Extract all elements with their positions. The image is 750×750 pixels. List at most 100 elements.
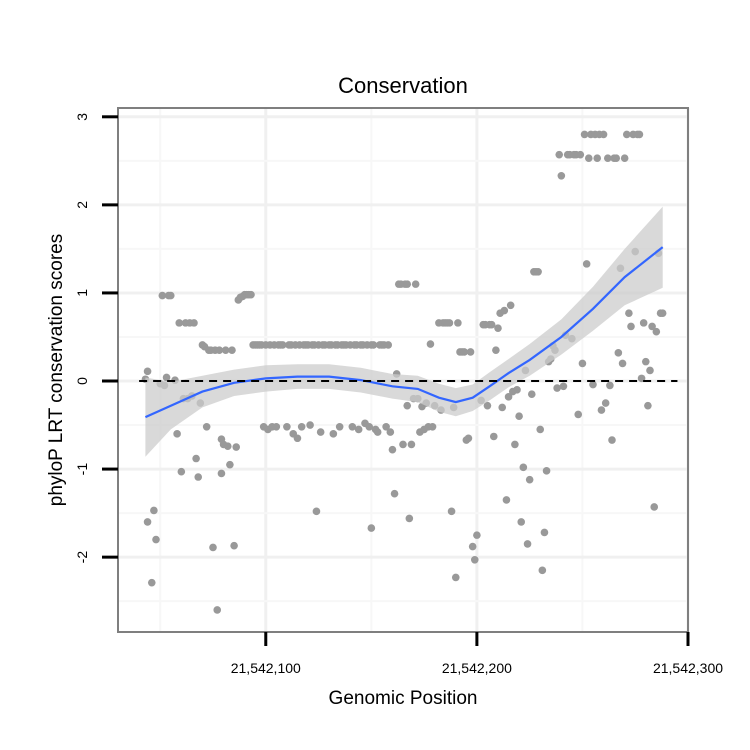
y-tick-label: -2 [74,551,90,564]
confidence-band [145,206,663,457]
data-point [555,150,564,159]
data-point [147,578,156,587]
data-point [150,506,158,515]
data-point [232,443,241,451]
y-tick-label: 2 [74,201,90,209]
data-point [618,359,627,368]
data-point [382,423,390,431]
data-point [489,432,498,441]
data-point [162,373,171,382]
data-point [223,442,232,450]
data-point [487,320,496,329]
data-point [272,423,281,431]
data-point [297,423,306,431]
data-point [247,290,255,299]
data-point [608,436,616,444]
data-point [515,412,523,421]
data-point [625,309,633,317]
panel-border [117,107,689,633]
data-point [635,130,644,139]
data-point [612,154,621,162]
data-point [492,346,500,354]
data-point [306,421,314,429]
data-point [597,406,606,414]
data-point [217,469,226,478]
data-point [468,542,477,551]
data-point [348,423,357,431]
data-point [175,319,184,327]
y-axis-label: phyloP LRT conservation scores [46,234,67,507]
x-tick-label: 21,542,100 [231,660,301,676]
data-point [517,518,526,526]
data-point [641,357,650,366]
data-point [470,555,479,564]
data-point [540,528,549,537]
data-point [646,366,654,375]
data-point [658,309,667,317]
data-point [650,503,659,511]
data-point [316,428,325,436]
data-point [473,531,481,539]
data-point [403,280,412,288]
data-point [411,280,420,288]
data-point [190,319,198,327]
plot-panel [117,107,690,633]
data-point [606,381,614,390]
data-point [152,535,160,544]
data-point [639,319,648,327]
data-point [166,291,175,300]
data-point [283,423,291,431]
data-point [644,401,652,410]
data-point [513,386,521,394]
data-point [365,423,374,431]
data-point [559,382,568,391]
data-point [428,423,437,431]
data-point [542,467,551,475]
data-point [407,440,416,449]
smooth-trend-line [144,246,664,419]
data-point [293,434,302,443]
data-point [228,346,236,354]
data-point [390,489,399,498]
data-point [445,319,454,327]
data-point [367,524,376,532]
chart-title: Conservation [338,73,468,98]
data-point [215,346,224,354]
data-point [536,425,545,434]
data-point [426,340,435,348]
data-point [614,349,623,357]
data-point [194,473,203,481]
data-point [627,322,635,331]
data-point [403,401,412,410]
data-point [589,380,597,389]
data-point [405,514,414,523]
data-point [388,445,397,454]
panel-background [118,108,688,632]
data-point [603,154,612,162]
data-point [576,150,585,159]
data-point [553,384,561,392]
data-point [622,130,631,139]
data-point [494,324,502,332]
data-point [511,440,519,449]
data-point [209,543,217,552]
data-point [192,454,200,463]
y-tick-label: 3 [74,113,90,121]
data-point [648,322,656,331]
y-tick-label: 0 [74,377,90,385]
grid-lines [118,108,690,632]
y-tick-label: 1 [74,289,90,297]
data-point [399,440,407,449]
data-point [599,130,608,139]
data-point [525,475,534,484]
data-point [354,425,363,434]
data-point [584,154,593,162]
data-point [578,359,587,368]
data-point [173,430,181,438]
data-point [464,434,473,443]
data-point [454,319,462,327]
data-point [143,367,152,376]
data-point [177,467,186,476]
data-point [369,341,378,349]
